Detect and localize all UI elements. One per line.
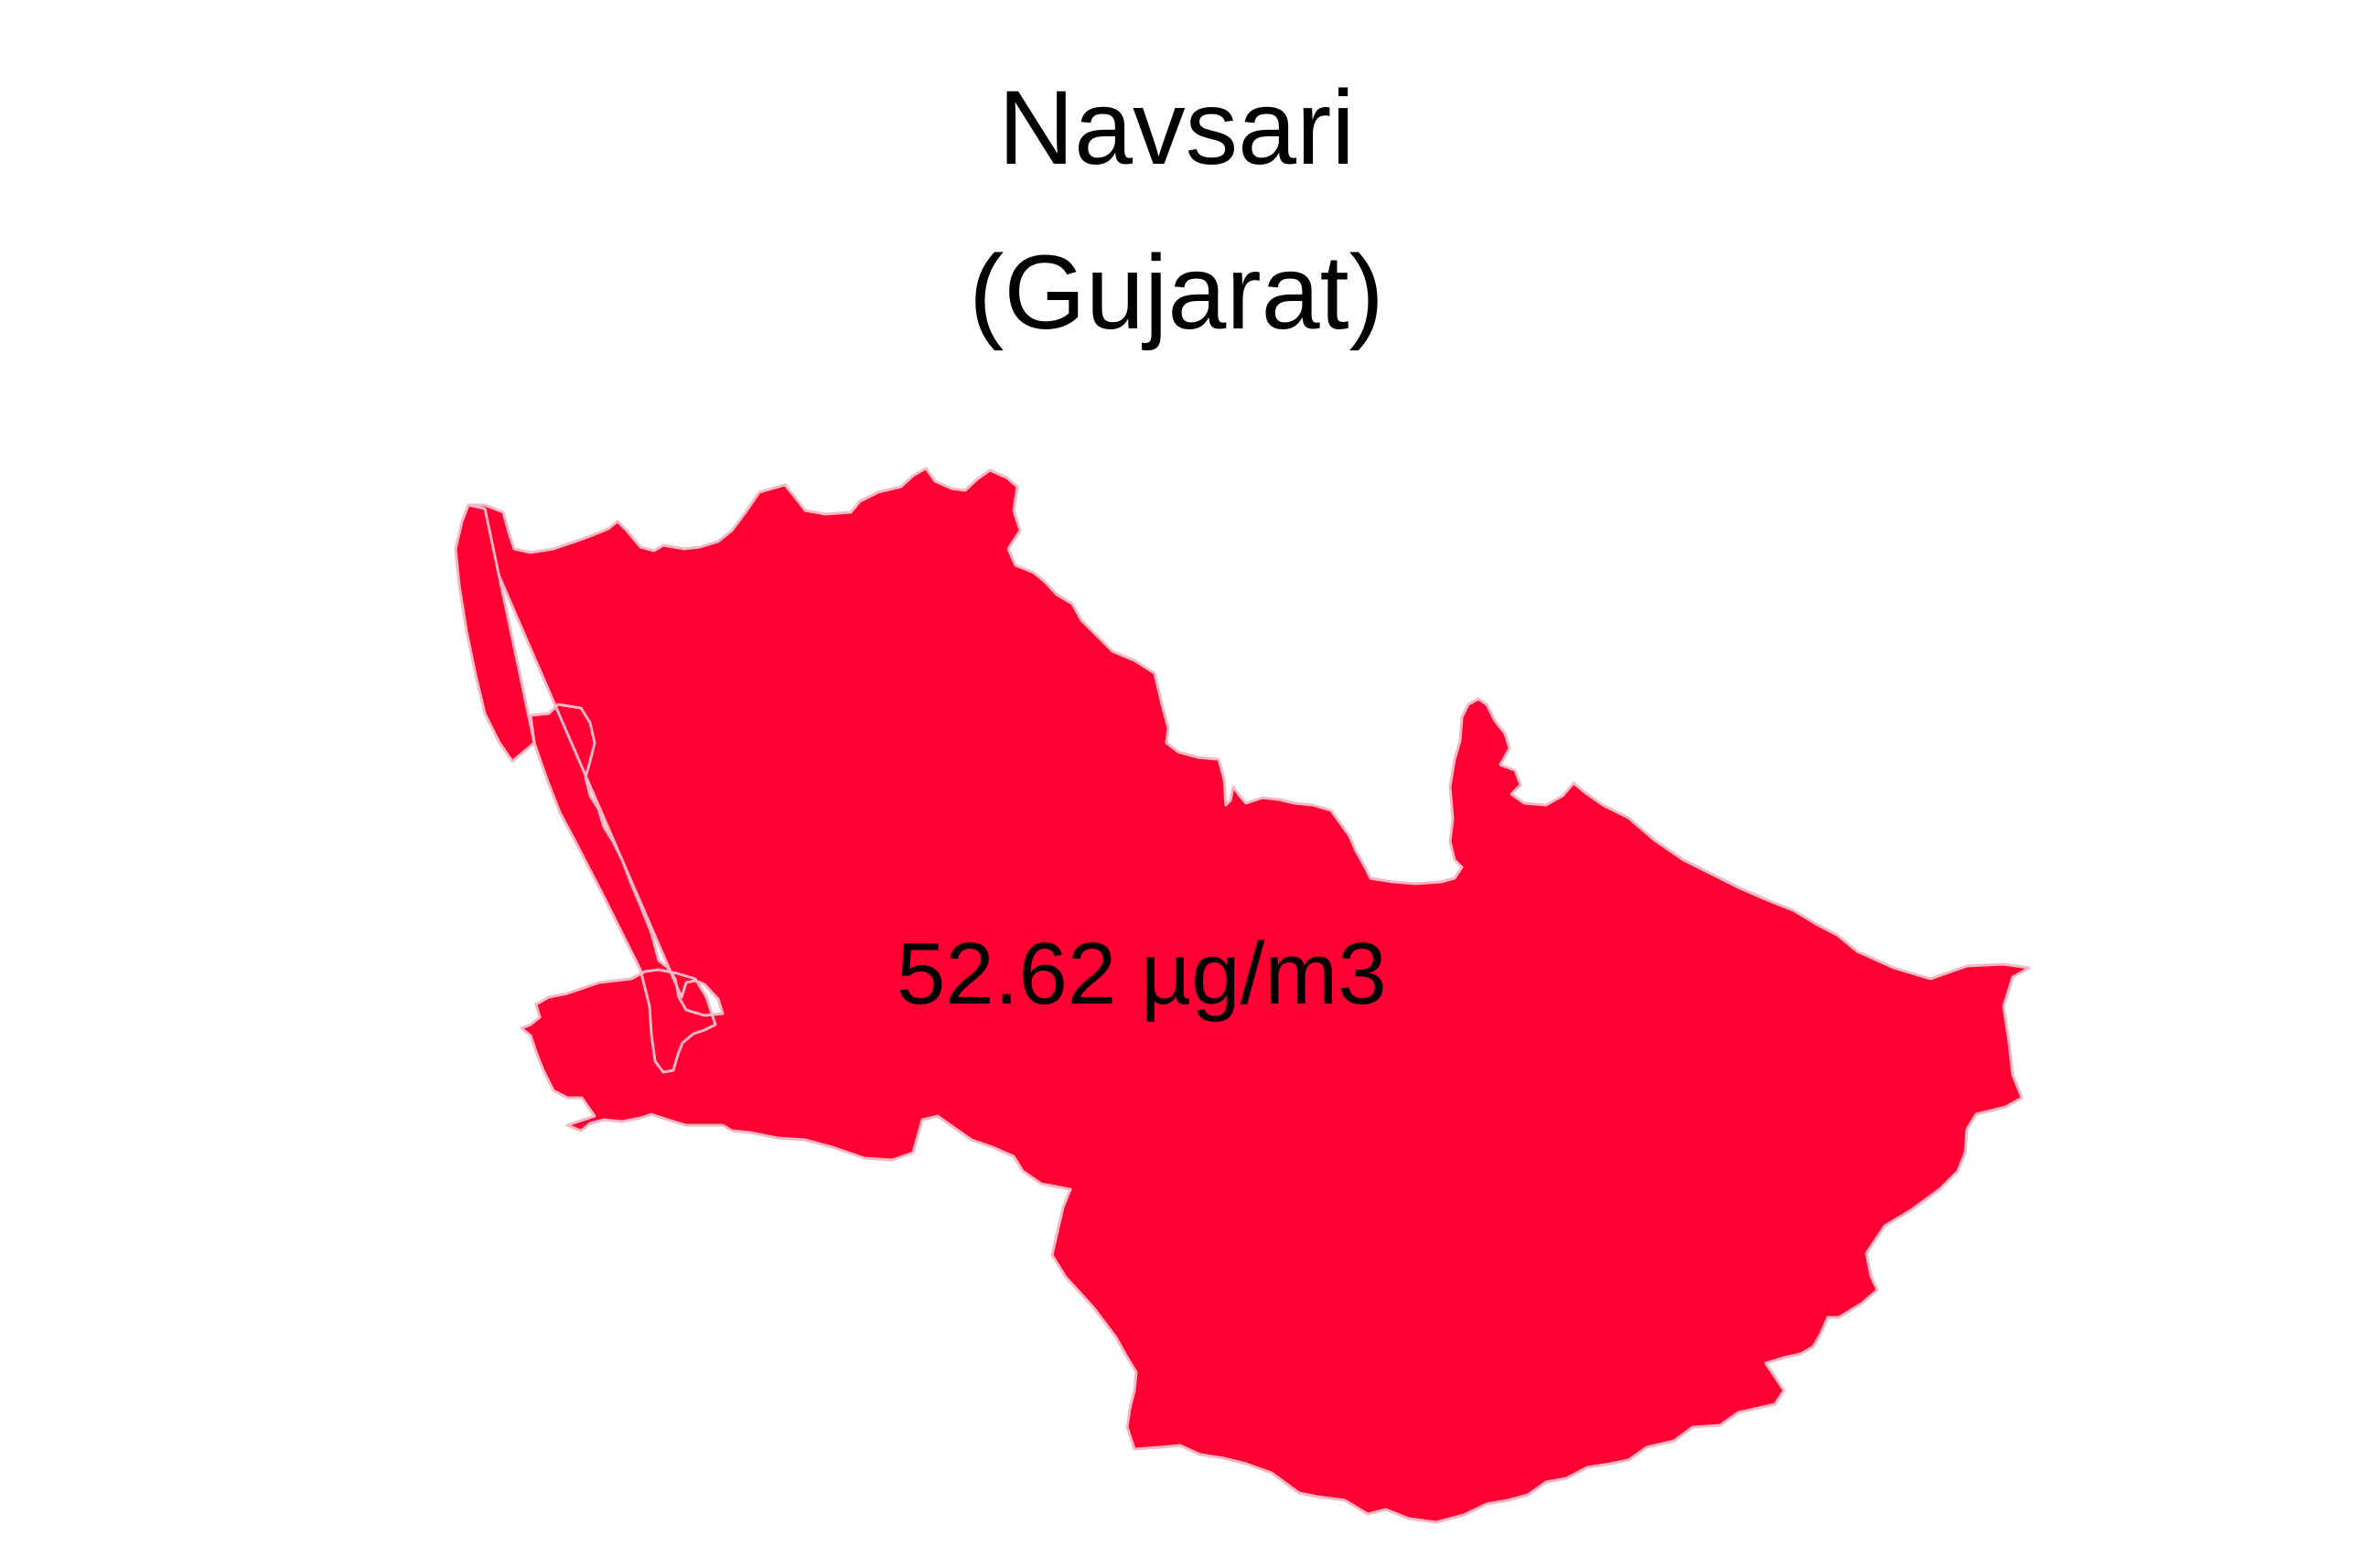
navsari-district-shape xyxy=(467,467,2031,1524)
state-name: (Gujarat) xyxy=(969,234,1384,351)
district-name: Navsari xyxy=(998,70,1355,187)
district-island-shape xyxy=(454,503,536,763)
map-title: Navsari (Gujarat) xyxy=(0,46,2353,375)
value-label: 52.62 µg/m3 xyxy=(897,925,1387,1023)
